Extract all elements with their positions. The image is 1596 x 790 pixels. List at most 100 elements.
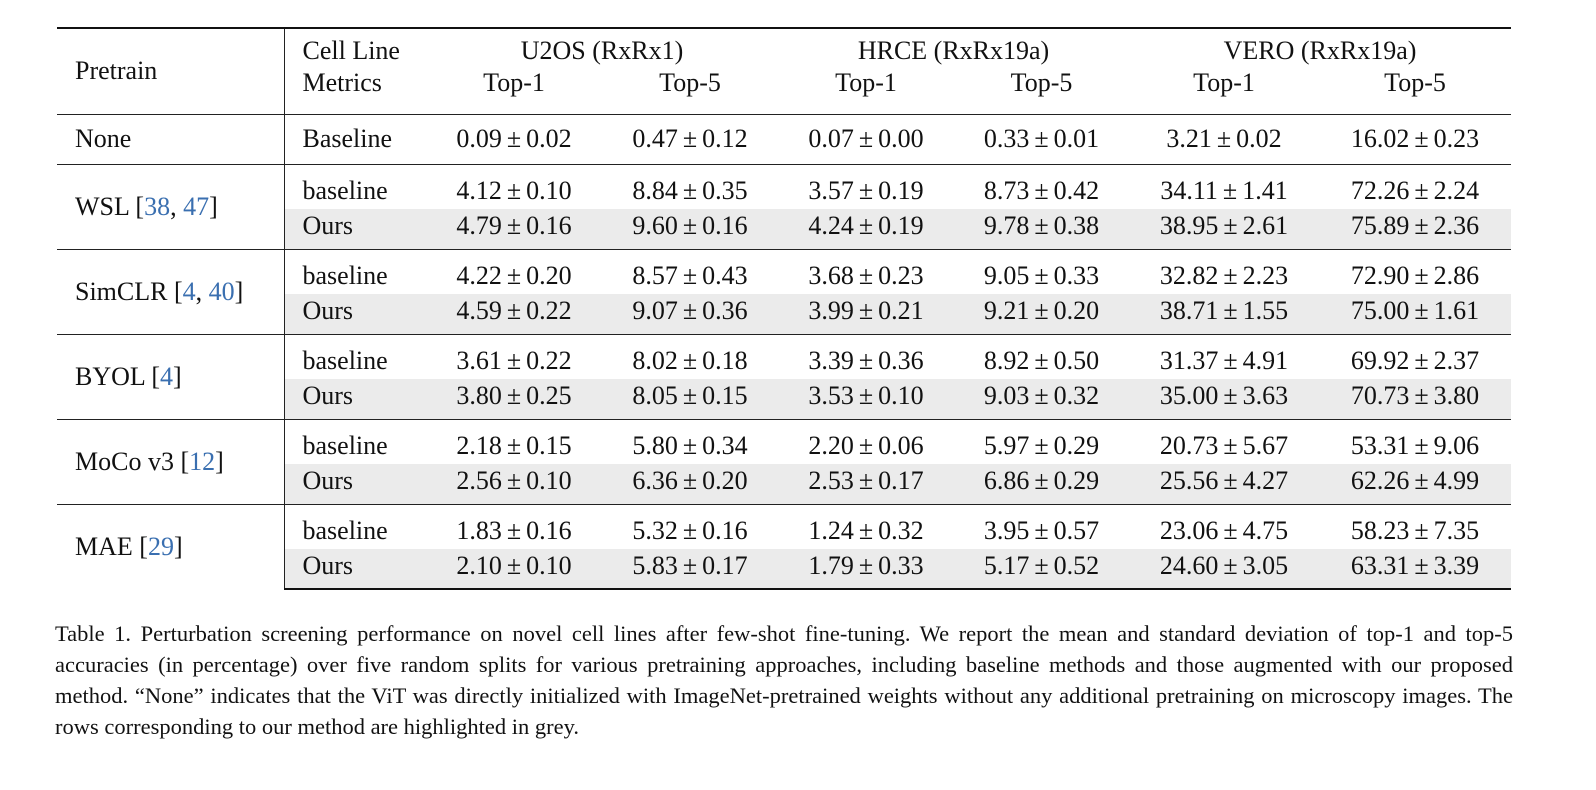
value-cell: 9.78 ±0.38	[954, 209, 1130, 249]
value-cell: 5.32 ±0.16	[602, 503, 779, 549]
std-value: 0.33	[878, 551, 924, 580]
value-cell: 4.22 ±0.20	[426, 248, 602, 294]
value-cell: 25.56 ±4.27	[1129, 464, 1320, 504]
metric-label: baseline	[283, 248, 426, 294]
table-row: Ours 3.80 ±0.25 8.05 ±0.15 3.53 ±0.10 9.03 ±0.32…	[57, 379, 1512, 419]
plus-minus: ±	[1223, 516, 1238, 545]
std-value: 4.99	[1433, 466, 1480, 495]
metric-label: Ours	[283, 209, 426, 249]
std-value: 0.16	[702, 516, 748, 545]
plus-minus: ±	[1223, 296, 1238, 325]
bracket-open: [	[132, 531, 148, 561]
header-group: HRCE (RxRx19a)	[778, 27, 1130, 66]
std-value: 3.63	[1242, 381, 1289, 410]
mean-value: 23.06	[1159, 516, 1219, 545]
plus-minus: ±	[1414, 466, 1429, 495]
table-row: MAE [29] baseline 1.83 ±0.16 5.32 ±0.16 1.24 ±0…	[57, 503, 1512, 589]
value-cell: 75.00 ±1.61	[1319, 294, 1512, 334]
value-cell: 4.24 ±0.19	[778, 209, 955, 249]
metric-label: Ours	[283, 379, 426, 419]
value-cell: 75.89 ±2.36	[1319, 209, 1512, 249]
std-value: 0.36	[878, 346, 924, 375]
value-cell: 1.83 ±0.16	[426, 503, 602, 549]
header-top-1: Top-1	[483, 68, 545, 97]
plus-minus: ±	[858, 176, 874, 205]
value-cell: 2.53 ±0.17	[778, 464, 955, 504]
std-value: 0.29	[1053, 431, 1100, 460]
plus-minus: ±	[1223, 261, 1238, 290]
bracket-close: ]	[173, 531, 183, 561]
mean-value: 72.26	[1350, 176, 1410, 205]
mean-value: 31.37	[1159, 346, 1219, 375]
plus-minus: ±	[1034, 211, 1049, 240]
header-pretrain: Pretrain	[57, 27, 284, 114]
pretrain-cell: BYOL [4]	[57, 333, 284, 419]
std-value: 0.02	[1236, 124, 1282, 153]
metric-label: baseline	[283, 418, 426, 464]
mean-value: 3.99	[808, 296, 854, 325]
value-cell: 8.02 ±0.18	[602, 333, 779, 379]
std-value: 0.10	[526, 466, 572, 495]
citation-link: 12	[189, 446, 216, 476]
std-value: 0.19	[878, 211, 924, 240]
std-value: 2.61	[1242, 211, 1289, 240]
table-row: BYOL [4] baseline 3.61 ±0.22 8.02 ±0.18 3.39 ±0…	[57, 333, 1512, 419]
mean-value: 32.82	[1159, 261, 1219, 290]
mean-value: 4.59	[456, 296, 502, 325]
header-row-groups: Pretrain Cell Line U2OS (RxRx1) HRCE (RxRx1…	[57, 27, 1512, 114]
std-value: 0.10	[526, 551, 572, 580]
plus-minus: ±	[1223, 431, 1238, 460]
mean-value: 3.68	[808, 261, 854, 290]
plus-minus: ±	[506, 516, 522, 545]
pretrain-name: None	[75, 124, 132, 153]
mean-value: 8.57	[632, 261, 678, 290]
mean-value: 9.05	[983, 261, 1030, 290]
std-value: 0.20	[702, 466, 748, 495]
value-cell: 0.33 ±0.01	[954, 113, 1130, 164]
plus-minus: ±	[1414, 211, 1429, 240]
mean-value: 62.26	[1350, 466, 1410, 495]
value-cell: 35.00 ±3.63	[1129, 379, 1320, 419]
citation-link: 29	[147, 531, 174, 561]
plus-minus: ±	[682, 516, 698, 545]
std-value: 1.61	[1433, 296, 1480, 325]
table-row: WSL [38, 47] baseline 4.12 ±0.10 8.84 ±0.35 3.…	[57, 163, 1512, 249]
mean-value: 35.00	[1159, 381, 1219, 410]
plus-minus: ±	[1222, 176, 1238, 205]
mean-value: 0.33	[983, 124, 1030, 153]
value-cell: 9.60 ±0.16	[602, 209, 779, 249]
cite-separator: ,	[170, 191, 184, 221]
std-value: 0.23	[878, 261, 924, 290]
plus-minus: ±	[858, 381, 874, 410]
plus-minus: ±	[506, 346, 522, 375]
value-cell: 38.95 ±2.61	[1129, 209, 1320, 249]
bracket-open: [	[173, 446, 190, 476]
value-cell: 63.31 ±3.39	[1319, 549, 1512, 590]
std-value: 0.16	[526, 516, 572, 545]
std-value: 0.17	[702, 551, 748, 580]
pretrain-cell: MoCo v3 [12]	[57, 418, 284, 504]
citation-link: 47	[183, 191, 210, 221]
std-value: 0.21	[878, 296, 924, 325]
table-row: MoCo v3 [12] baseline 2.18 ±0.15 5.80 ±0.34 2.…	[57, 418, 1512, 504]
mean-value: 9.21	[983, 296, 1030, 325]
mean-value: 16.02	[1350, 124, 1410, 153]
plus-minus: ±	[506, 381, 522, 410]
header-top-1: Top-1	[1193, 68, 1255, 97]
plus-minus: ±	[1034, 516, 1049, 545]
std-value: 0.50	[1053, 346, 1100, 375]
value-cell: 38.71 ±1.55	[1129, 294, 1320, 334]
header-group: VERO (RxRx19a)	[1129, 27, 1512, 66]
value-cell: 3.39 ±0.36	[778, 333, 955, 379]
plus-minus: ±	[1223, 466, 1238, 495]
plus-minus: ±	[506, 176, 522, 205]
metric-label: baseline	[283, 163, 426, 209]
std-value: 0.57	[1053, 516, 1100, 545]
mean-value: 4.12	[456, 176, 502, 205]
table-caption: Table 1. Perturbation screening performa…	[55, 621, 1513, 739]
mean-value: 3.39	[808, 346, 854, 375]
value-cell: 58.23 ±7.35	[1319, 503, 1512, 549]
plus-minus: ±	[506, 261, 522, 290]
mean-value: 2.53	[808, 466, 854, 495]
std-value: 2.37	[1433, 346, 1480, 375]
